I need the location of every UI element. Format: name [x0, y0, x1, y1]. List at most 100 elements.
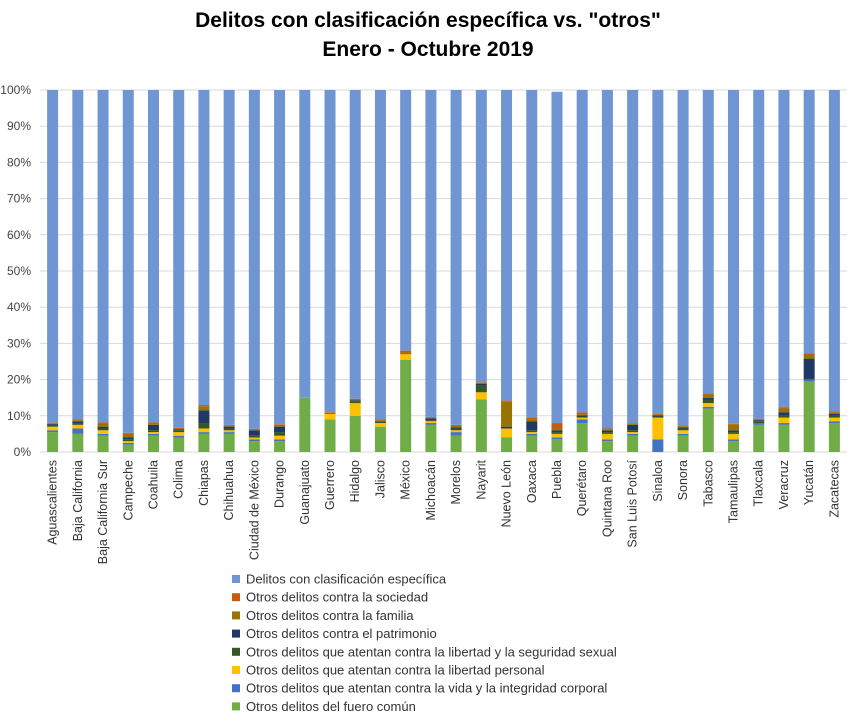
bar-segment: [551, 428, 563, 431]
bar-segment: [576, 415, 588, 417]
bar-segment: [122, 441, 134, 443]
bar-segment: [425, 418, 437, 421]
bar-segment: [97, 423, 109, 427]
bar-segment: [97, 435, 109, 452]
bar-segment: [526, 417, 538, 420]
bar-segment: [324, 413, 336, 420]
bar-segment: [753, 419, 765, 421]
bar-segment: [223, 425, 235, 427]
bar-segment: [72, 419, 84, 421]
bar-segment: [248, 437, 260, 440]
bar-segment: [274, 439, 286, 442]
bar-segment: [374, 90, 386, 420]
x-category-label: Tabasco: [701, 460, 715, 507]
bar-segment: [601, 441, 613, 452]
bar-segment: [601, 430, 613, 433]
legend-label: Delitos con clasificación específica: [246, 572, 447, 587]
bar-segment: [753, 424, 765, 452]
bar-segment: [627, 430, 639, 433]
legend-swatch: [232, 702, 240, 711]
bar-segment: [274, 426, 286, 433]
bar-segment: [526, 432, 538, 434]
bar-segment: [702, 408, 714, 452]
bar-segment: [526, 435, 538, 452]
bar-segment: [122, 433, 134, 438]
bar-segment: [349, 403, 361, 416]
bar-segment: [147, 430, 159, 433]
bar-segment: [425, 417, 437, 419]
bar-segment: [728, 439, 740, 442]
bar-segment: [475, 383, 487, 386]
x-category-label: Chiapas: [197, 460, 211, 506]
bar-segment: [475, 382, 487, 384]
bar-segment: [299, 90, 311, 398]
x-category-label: Coahuila: [146, 460, 160, 509]
bar-segment: [97, 428, 109, 431]
bar-segment: [576, 419, 588, 424]
legend-swatch: [232, 666, 240, 674]
bar-segment: [147, 422, 159, 424]
bar-segment: [652, 90, 664, 414]
bar-segment: [652, 413, 664, 415]
bar-segment: [97, 430, 109, 434]
bar-segment: [778, 408, 790, 413]
y-tick-label: 90%: [7, 119, 31, 133]
bar-segment: [526, 421, 538, 431]
x-category-label: Sonora: [676, 460, 690, 500]
bar-segment: [728, 90, 740, 424]
bar-segment: [400, 350, 412, 353]
bar-segment: [753, 423, 765, 425]
bar-segment: [198, 423, 210, 429]
bar-segment: [803, 358, 815, 379]
bar-segment: [728, 424, 740, 431]
y-tick-label: 40%: [7, 300, 31, 314]
bar-segment: [627, 423, 639, 424]
bar-segment: [274, 435, 286, 440]
y-tick-label: 50%: [7, 264, 31, 278]
bar-segment: [501, 90, 513, 401]
bar-segment: [803, 353, 815, 355]
legend: Delitos con clasificación específica Otro…: [232, 572, 617, 714]
bar-segment: [173, 430, 185, 433]
bar-segment: [274, 432, 286, 436]
chart-title: Delitos con clasificación específica vs.…: [195, 9, 661, 32]
bars: [47, 90, 840, 452]
bar-segment: [450, 427, 462, 429]
bar-segment: [324, 90, 336, 413]
x-category-label: Querétaro: [575, 460, 589, 516]
bar-segment: [601, 433, 613, 440]
bar-segment: [349, 415, 361, 452]
x-category-label: Oaxaca: [525, 460, 539, 503]
legend-swatch: [232, 647, 240, 656]
bar-segment: [198, 432, 210, 434]
bar-segment: [223, 430, 235, 433]
bar-segment: [601, 432, 613, 434]
bar-segment: [173, 432, 185, 436]
bar-segment: [173, 428, 185, 430]
bar-segment: [450, 435, 462, 452]
bar-segment: [147, 435, 159, 452]
bar-segment: [753, 420, 765, 422]
bar-segment: [702, 399, 714, 404]
chart-subtitle: Enero - Octubre 2019: [322, 38, 533, 61]
bar-segment: [551, 439, 563, 452]
bar-segment: [47, 423, 59, 425]
bar-segment: [677, 435, 689, 452]
bar-segment: [475, 385, 487, 393]
bar-segment: [274, 424, 286, 425]
bar-segment: [753, 418, 765, 420]
bar-segment: [147, 423, 159, 425]
bar-segment: [72, 421, 84, 424]
bar-segment: [47, 90, 59, 423]
x-category-label: Chihuahua: [222, 460, 236, 521]
x-category-label: Michoacán: [424, 460, 438, 520]
y-tick-label: 60%: [7, 228, 31, 242]
bar-segment: [778, 423, 790, 425]
bar-segment: [450, 430, 462, 433]
bar-segment: [147, 433, 159, 436]
bar-segment: [576, 412, 588, 415]
bar-segment: [122, 439, 134, 442]
bar-segment: [828, 415, 840, 418]
bar-segment: [728, 430, 740, 433]
bar-segment: [652, 416, 664, 418]
